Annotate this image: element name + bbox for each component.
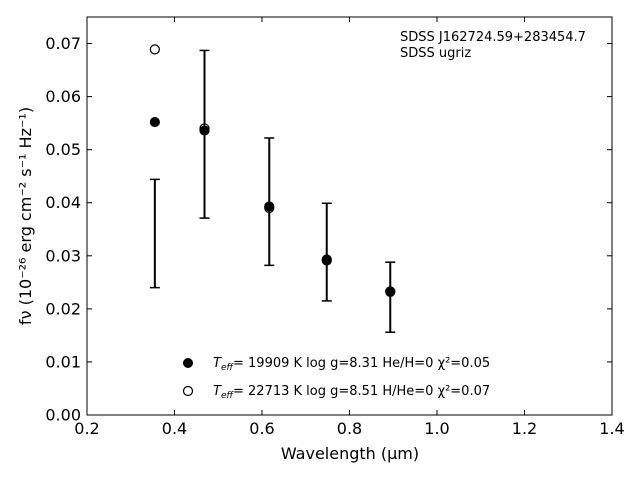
observed-errorbar [385, 261, 396, 333]
y-tick-label: 0.03 [45, 246, 81, 265]
y-tick-label: 0.07 [45, 34, 81, 53]
x-axis-label: Wavelength (μm) [281, 444, 419, 463]
annotation-filter-set: SDSS ugriz [400, 46, 471, 61]
y-tick-label: 0.06 [45, 87, 81, 106]
x-tick-label: 1.2 [512, 419, 537, 438]
legend-marker-open [182, 385, 194, 397]
legend: Teff= 19909 K log g=8.31 He/H=0 χ²=0.05 … [182, 356, 490, 401]
legend-label-1: Teff= 19909 K log g=8.31 He/H=0 χ²=0.05 [213, 356, 490, 373]
legend-marker-filled [183, 358, 193, 368]
y-tick-label: 0.01 [45, 352, 81, 371]
y-tick-label: 0.02 [45, 299, 81, 318]
observed-errorbar [149, 178, 160, 289]
x-tick-label: 0.6 [249, 419, 274, 438]
model-point-filled [149, 116, 160, 128]
legend-label-2: Teff= 22713 K log g=8.51 H/He=0 χ²=0.07 [213, 384, 490, 401]
x-tick-label: 1.4 [599, 419, 624, 438]
model-point-open [385, 286, 396, 297]
x-tick-label: 0.4 [162, 419, 187, 438]
model-point-open [149, 44, 160, 55]
y-tick-label: 0.00 [45, 406, 81, 425]
y-axis-label: fν (10⁻²⁶ erg cm⁻² s⁻¹ Hz⁻¹) [16, 107, 35, 325]
model-point-open [321, 255, 332, 266]
x-tick-label: 0.2 [74, 419, 99, 438]
x-tick-label: 0.8 [337, 419, 362, 438]
x-tick-label: 1.0 [424, 419, 449, 438]
annotation-object-name: SDSS J162724.59+283454.7 [400, 30, 586, 45]
observed-errorbar [321, 202, 332, 302]
model-point-open [264, 202, 275, 214]
y-tick-label: 0.04 [45, 193, 81, 212]
y-tick-label: 0.05 [45, 140, 81, 159]
model-point-open [199, 123, 210, 134]
